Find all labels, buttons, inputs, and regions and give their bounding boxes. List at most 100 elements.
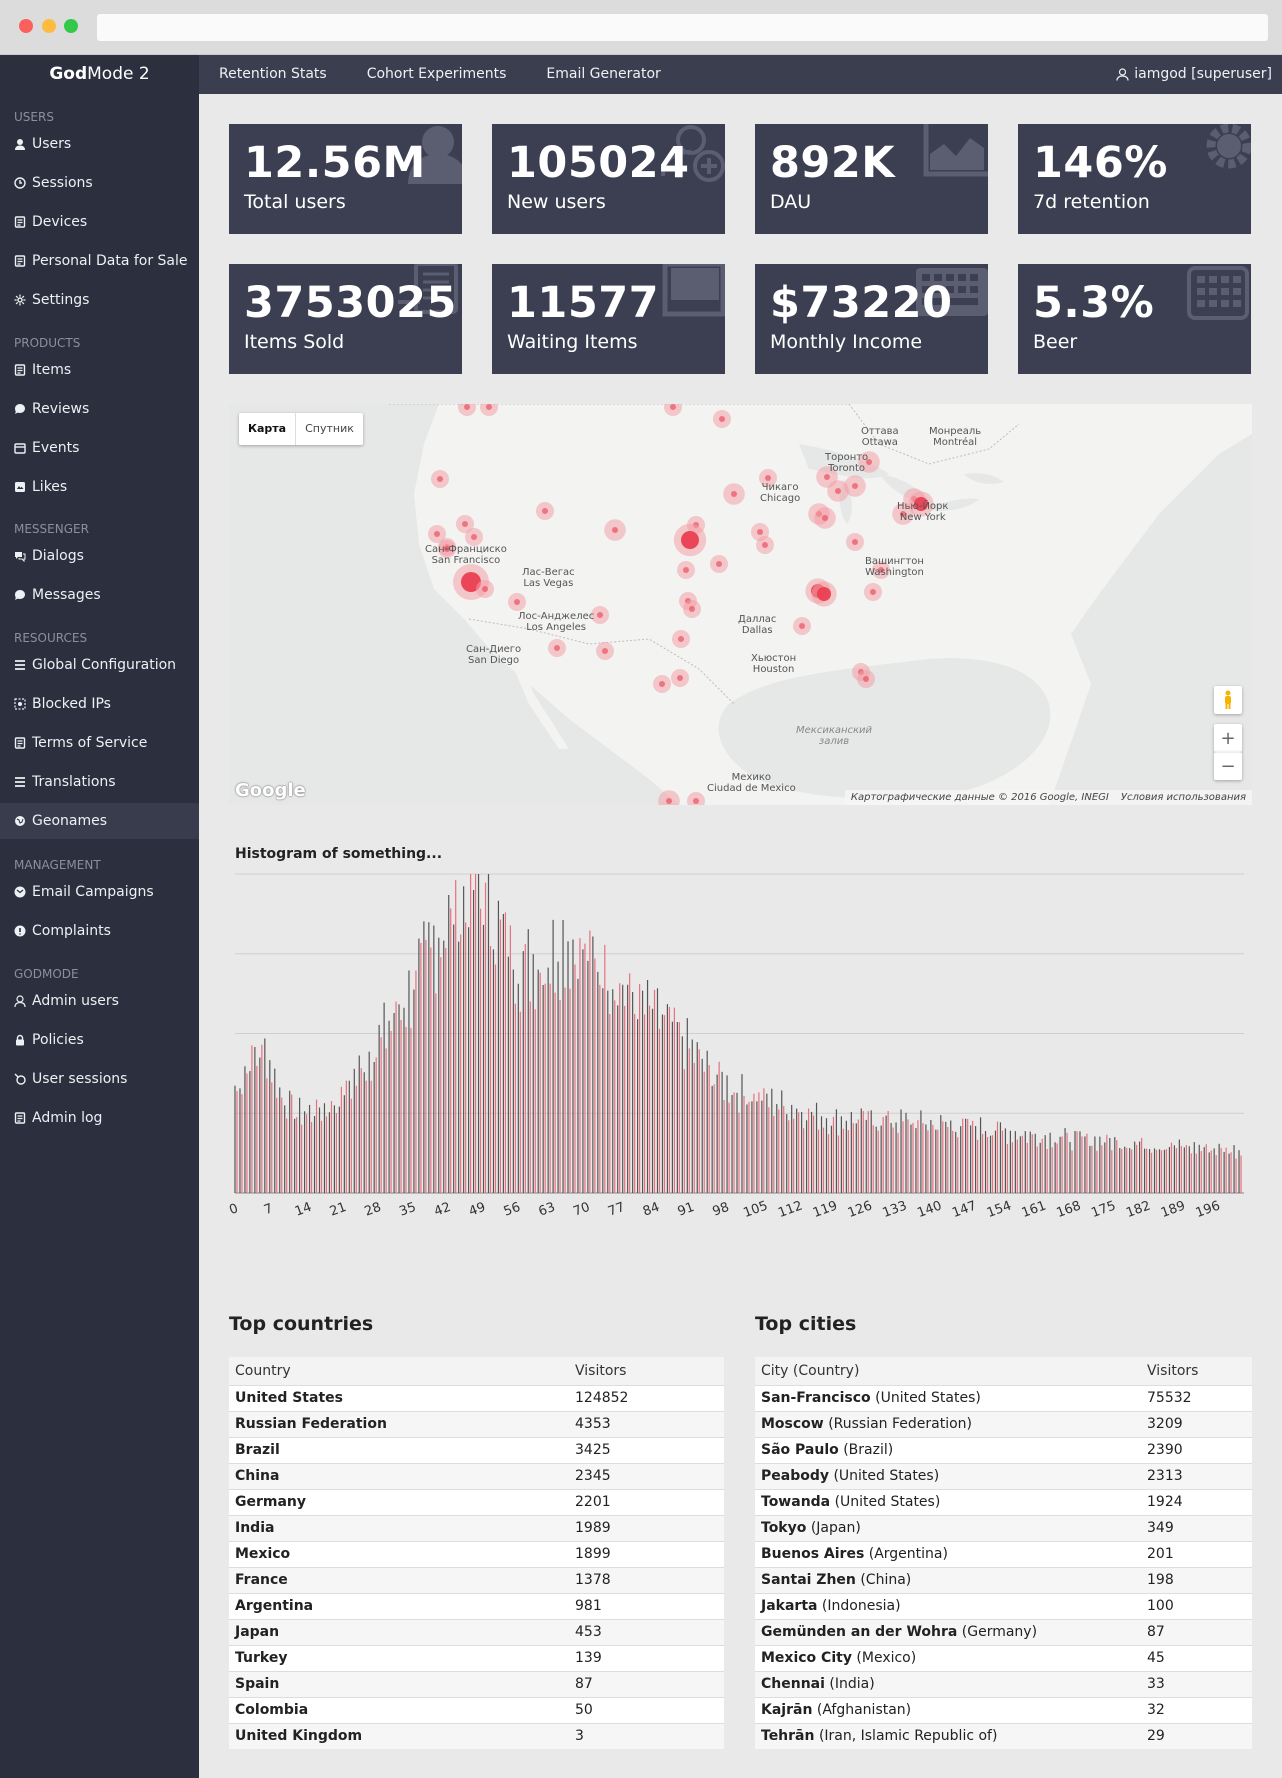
heat-point[interactable] bbox=[852, 539, 858, 545]
sidebar-item-complaints[interactable]: Complaints bbox=[0, 913, 199, 949]
heat-point[interactable] bbox=[678, 636, 684, 642]
heat-point[interactable] bbox=[666, 798, 672, 804]
heat-point[interactable] bbox=[817, 587, 831, 601]
table-row[interactable]: Towanda (United States) 1924 bbox=[755, 1488, 1252, 1515]
sidebar-item-translations[interactable]: Translations bbox=[0, 764, 199, 800]
zoom-in-button[interactable]: + bbox=[1214, 724, 1242, 752]
sidebar-item-likes[interactable]: Likes bbox=[0, 469, 199, 505]
heat-point[interactable] bbox=[554, 645, 560, 651]
table-row[interactable]: Tokyo (Japan) 349 bbox=[755, 1514, 1252, 1541]
sidebar-item-global-configuration[interactable]: Global Configuration bbox=[0, 647, 199, 683]
sidebar-item-reviews[interactable]: Reviews bbox=[0, 391, 199, 427]
heat-point[interactable] bbox=[870, 589, 876, 595]
map-type-map-button[interactable]: Карта bbox=[239, 413, 297, 445]
brand-logo[interactable]: GodMode 2 bbox=[0, 55, 199, 94]
heat-point[interactable] bbox=[866, 459, 872, 465]
table-row[interactable]: Jakarta (Indonesia) 100 bbox=[755, 1592, 1252, 1619]
heat-point[interactable] bbox=[693, 798, 699, 804]
sidebar-item-user-sessions[interactable]: User sessions bbox=[0, 1061, 199, 1097]
stat-card-items-sold[interactable]: 3753025 Items Sold bbox=[229, 264, 462, 374]
heat-point[interactable] bbox=[878, 567, 884, 573]
address-bar[interactable] bbox=[97, 14, 1268, 41]
sidebar-item-sessions[interactable]: Sessions bbox=[0, 165, 199, 201]
table-row[interactable]: United States 124852 bbox=[229, 1384, 724, 1411]
minimize-window-button[interactable] bbox=[42, 19, 56, 33]
table-row[interactable]: Mexico City (Mexico) 45 bbox=[755, 1644, 1252, 1671]
table-row[interactable]: United Kingdom 3 bbox=[229, 1722, 724, 1749]
nav-link-cohort-experiments[interactable]: Cohort Experiments bbox=[366, 66, 507, 82]
table-row[interactable]: Tehrān (Iran, Islamic Republic of) 29 bbox=[755, 1722, 1252, 1749]
table-row[interactable]: Santai Zhen (China) 198 bbox=[755, 1566, 1252, 1593]
heat-point[interactable] bbox=[757, 529, 763, 535]
geo-map[interactable]: Оттава Ottawa Монреаль Montréal Торонто Tor… bbox=[229, 404, 1252, 805]
column-header-visitors[interactable]: Visitors bbox=[569, 1357, 724, 1386]
heat-point[interactable] bbox=[762, 542, 768, 548]
sidebar-item-messages[interactable]: Messages bbox=[0, 577, 199, 613]
zoom-out-button[interactable]: − bbox=[1214, 752, 1242, 780]
table-row[interactable]: Chennai (India) 33 bbox=[755, 1670, 1252, 1697]
table-row[interactable]: Buenos Aires (Argentina) 201 bbox=[755, 1540, 1252, 1567]
heat-point[interactable] bbox=[437, 476, 443, 482]
sidebar-item-devices[interactable]: Devices bbox=[0, 204, 199, 240]
heat-point[interactable] bbox=[471, 534, 477, 540]
maximize-window-button[interactable] bbox=[64, 19, 78, 33]
stat-card-dau[interactable]: 892K DAU bbox=[755, 124, 988, 234]
stat-card-monthly-income[interactable]: $73220 Monthly Income bbox=[755, 264, 988, 374]
table-row[interactable]: Moscow (Russian Federation) 3209 bbox=[755, 1410, 1252, 1437]
sidebar-item-dialogs[interactable]: Dialogs bbox=[0, 538, 199, 574]
table-row[interactable]: Mexico 1899 bbox=[229, 1540, 724, 1567]
map-terms-link[interactable]: Условия использования bbox=[1120, 792, 1246, 803]
user-menu[interactable]: iamgod [superuser] bbox=[1116, 55, 1272, 94]
heat-point[interactable] bbox=[482, 586, 488, 592]
heat-point[interactable] bbox=[731, 491, 737, 497]
heat-point[interactable] bbox=[863, 676, 869, 682]
table-row[interactable]: Gemünden an der Wohra (Germany) 87 bbox=[755, 1618, 1252, 1645]
heat-point[interactable] bbox=[659, 681, 665, 687]
sidebar-item-email-campaigns[interactable]: Email Campaigns bbox=[0, 874, 199, 910]
heat-point[interactable] bbox=[765, 475, 771, 481]
sidebar-item-personal-data-for-sale[interactable]: Personal Data for Sale bbox=[0, 243, 199, 279]
sidebar-item-policies[interactable]: Policies bbox=[0, 1022, 199, 1058]
table-row[interactable]: India 1989 bbox=[229, 1514, 724, 1541]
column-header-city[interactable]: City (Country) bbox=[755, 1357, 1141, 1386]
heat-point[interactable] bbox=[835, 488, 841, 494]
sidebar-item-admin-users[interactable]: Admin users bbox=[0, 983, 199, 1019]
heat-point[interactable] bbox=[464, 404, 470, 410]
column-header-country[interactable]: Country bbox=[229, 1357, 569, 1386]
stat-card-waiting-items[interactable]: 11577 Waiting Items bbox=[492, 264, 725, 374]
table-row[interactable]: Turkey 139 bbox=[229, 1644, 724, 1671]
heat-point[interactable] bbox=[681, 531, 699, 549]
sidebar-item-events[interactable]: Events bbox=[0, 430, 199, 466]
table-row[interactable]: Russian Federation 4353 bbox=[229, 1410, 724, 1437]
heat-point[interactable] bbox=[602, 648, 608, 654]
stat-card-new-users[interactable]: 105024 New users bbox=[492, 124, 725, 234]
close-window-button[interactable] bbox=[19, 19, 33, 33]
stat-card-beer[interactable]: 5.3% Beer bbox=[1018, 264, 1251, 374]
table-row[interactable]: Peabody (United States) 2313 bbox=[755, 1462, 1252, 1489]
table-row[interactable]: Spain 87 bbox=[229, 1670, 724, 1697]
heat-point[interactable] bbox=[852, 483, 858, 489]
heat-point[interactable] bbox=[612, 527, 618, 533]
table-row[interactable]: Japan 453 bbox=[229, 1618, 724, 1645]
heat-point[interactable] bbox=[719, 416, 725, 422]
sidebar-item-terms-of-service[interactable]: Terms of Service bbox=[0, 725, 199, 761]
heat-point[interactable] bbox=[434, 531, 440, 537]
table-row[interactable]: France 1378 bbox=[229, 1566, 724, 1593]
sidebar-item-blocked-ips[interactable]: Blocked IPs bbox=[0, 686, 199, 722]
sidebar-item-admin-log[interactable]: Admin log bbox=[0, 1100, 199, 1136]
sidebar-item-items[interactable]: Items bbox=[0, 352, 199, 388]
heat-point[interactable] bbox=[462, 521, 468, 527]
heat-point[interactable] bbox=[689, 606, 695, 612]
heat-point[interactable] bbox=[677, 675, 683, 681]
sidebar-item-settings[interactable]: Settings bbox=[0, 282, 199, 318]
sidebar-item-users[interactable]: Users bbox=[0, 126, 199, 162]
stat-card-7d-retention[interactable]: 146% 7d retention bbox=[1018, 124, 1251, 234]
column-header-visitors[interactable]: Visitors bbox=[1141, 1357, 1252, 1386]
heat-point[interactable] bbox=[461, 572, 481, 592]
heat-point[interactable] bbox=[716, 561, 722, 567]
heat-point[interactable] bbox=[824, 474, 830, 480]
table-row[interactable]: Argentina 981 bbox=[229, 1592, 724, 1619]
heat-point[interactable] bbox=[914, 497, 928, 511]
heat-point[interactable] bbox=[683, 567, 689, 573]
heat-point[interactable] bbox=[670, 404, 676, 410]
